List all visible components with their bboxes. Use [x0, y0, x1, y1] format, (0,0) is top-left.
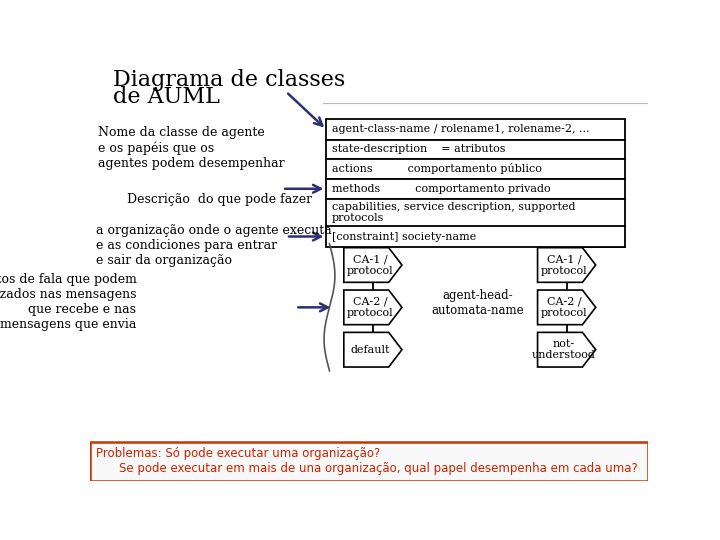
Polygon shape [538, 290, 595, 325]
Bar [326, 159, 625, 179]
Bar [90, 442, 648, 481]
Polygon shape [344, 248, 402, 282]
Text: de AUML: de AUML [113, 85, 220, 107]
Text: CA-2 /
protocol: CA-2 / protocol [347, 296, 394, 318]
Text: capabilities, service description, supported
protocols: capabilities, service description, suppo… [332, 202, 575, 224]
Bar [326, 140, 625, 159]
Text: Problemas: Só pode executar uma organização?: Problemas: Só pode executar uma organiza… [96, 447, 380, 460]
Text: agent-head-
automata-name: agent-head- automata-name [431, 289, 524, 318]
Text: methods          comportamento privado: methods comportamento privado [332, 184, 550, 194]
Text: Se pode executar em mais de una organização, qual papel desempenha em cada uma?: Se pode executar em mais de una organiza… [120, 462, 638, 475]
Polygon shape [538, 248, 595, 282]
Text: default: default [351, 345, 390, 355]
Text: actions          comportamento público: actions comportamento público [332, 163, 541, 174]
Text: not-
understood: not- understood [532, 339, 596, 361]
Text: CA-2 /
protocol: CA-2 / protocol [541, 296, 588, 318]
Text: state-description    = atributos: state-description = atributos [332, 145, 505, 154]
Text: Nome da classe de agente
e os papéis que os
agentes podem desempenhar: Nome da classe de agente e os papéis que… [98, 126, 284, 170]
Bar [326, 199, 625, 226]
Text: CA-1 /
protocol: CA-1 / protocol [347, 254, 394, 276]
Text: a organização onde o agente executa
e as condiciones para entrar
e sair da organ: a organização onde o agente executa e as… [96, 224, 332, 267]
Text: CA-1 /
protocol: CA-1 / protocol [541, 254, 588, 276]
Text: [constraint] society-name: [constraint] society-name [332, 232, 476, 241]
Bar [326, 226, 625, 247]
Bar [326, 119, 625, 140]
Polygon shape [344, 333, 402, 367]
Text: atos de fala que podem
ser utilizados nas mensagens
que recebe e nas
mensagens q: atos de fala que podem ser utilizados na… [0, 273, 137, 330]
Polygon shape [344, 290, 402, 325]
Text: Diagrama de classes: Diagrama de classes [113, 69, 346, 91]
Text: Descrição  do que pode fazer: Descrição do que pode fazer [127, 193, 312, 206]
Bar [326, 179, 625, 199]
Text: agent-class-name / rolename1, rolename-2, ...: agent-class-name / rolename1, rolename-2… [332, 125, 589, 134]
Polygon shape [538, 333, 595, 367]
